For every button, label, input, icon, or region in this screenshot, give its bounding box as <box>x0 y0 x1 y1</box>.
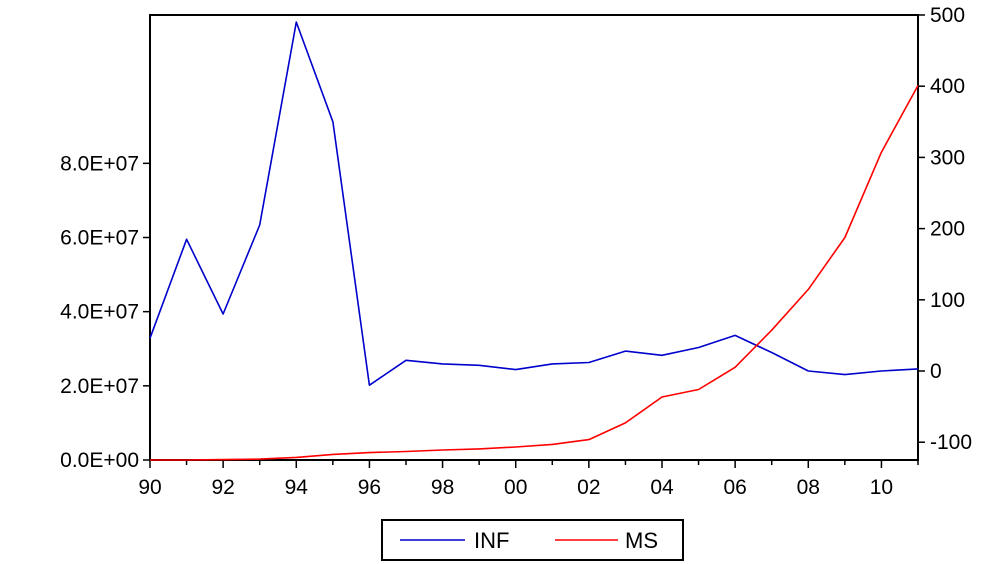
x-tick-label: 92 <box>211 476 234 499</box>
left-axis-ticks <box>143 162 150 461</box>
x-tick-label: 00 <box>504 476 527 499</box>
right-axis-ticks <box>918 14 925 443</box>
x-tick-label: 90 <box>138 476 161 499</box>
left-tick-label: 0.0E+00 <box>60 449 139 472</box>
x-tick-label: 10 <box>870 476 893 499</box>
right-tick-label: 300 <box>930 146 965 169</box>
left-tick-label: 2.0E+07 <box>60 375 139 398</box>
x-tick-label: 02 <box>577 476 600 499</box>
left-tick-label: 8.0E+07 <box>60 152 139 175</box>
x-axis-tick-labels: 90 92 94 96 98 00 02 04 06 08 10 <box>138 476 893 499</box>
series-lines <box>149 21 919 461</box>
series-line-ms <box>150 85 919 461</box>
right-tick-label: -100 <box>930 431 972 454</box>
x-axis-ticks <box>149 460 919 468</box>
right-tick-label: 200 <box>930 218 965 241</box>
left-tick-label: 6.0E+07 <box>60 227 139 250</box>
x-tick-label: 96 <box>358 476 381 499</box>
x-tick-label: 08 <box>797 476 820 499</box>
legend: INF MS <box>381 519 684 561</box>
left-axis-tick-labels: 0.0E+00 2.0E+07 4.0E+07 6.0E+07 8.0E+07 <box>60 152 139 472</box>
x-tick-label: 94 <box>285 476 309 499</box>
legend-label-inf: INF <box>474 528 509 553</box>
right-axis-tick-labels: -100 0 100 200 300 400 500 <box>930 4 972 454</box>
x-tick-label: 98 <box>431 476 454 499</box>
right-tick-label: 0 <box>930 360 942 383</box>
x-tick-label: 06 <box>723 476 746 499</box>
right-tick-label: 500 <box>930 4 965 27</box>
right-tick-label: 400 <box>930 75 965 98</box>
legend-label-ms: MS <box>625 528 658 553</box>
plot-frame <box>149 14 919 461</box>
x-tick-label: 04 <box>650 476 674 499</box>
series-line-inf <box>149 21 919 387</box>
right-tick-label: 100 <box>930 289 965 312</box>
left-tick-label: 4.0E+07 <box>60 301 139 324</box>
